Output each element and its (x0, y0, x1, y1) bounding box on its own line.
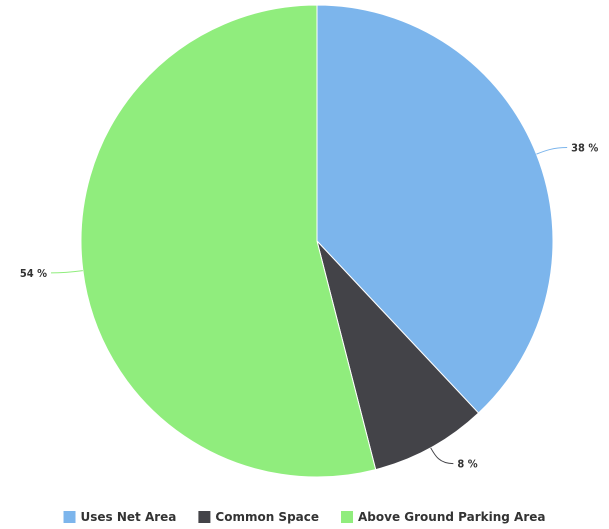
data-label-above-ground-parking-area: 54 % (20, 267, 47, 280)
legend-swatch-above-ground-parking-area (341, 511, 354, 523)
legend-swatch-uses-net-area (63, 511, 76, 523)
legend-label-common-space: Common Space (215, 510, 319, 524)
pie-slices (80, 4, 554, 478)
connector-uses-net-area (536, 146, 568, 155)
legend-label-uses-net-area: Uses Net Area (81, 510, 177, 524)
label-connectors (51, 146, 568, 465)
data-label-common-space: 8 % (457, 458, 477, 471)
pie-slice-above-ground-parking-area[interactable] (80, 4, 377, 478)
connector-common-space (430, 447, 454, 465)
legend-item-uses-net-area[interactable]: Uses Net Area (63, 510, 177, 524)
legend-swatch-common-space (198, 511, 211, 523)
legend-item-common-space[interactable]: Common Space (198, 510, 319, 524)
data-labels: 38 % 8 % 54 % (20, 141, 599, 470)
pie-slice-uses-net-area[interactable] (316, 4, 554, 414)
legend-item-above-ground-parking-area[interactable]: Above Ground Parking Area (341, 510, 545, 524)
connector-above-ground-parking-area (51, 270, 83, 274)
data-label-uses-net-area: 38 % (571, 141, 598, 154)
legend-label-above-ground-parking-area: Above Ground Parking Area (358, 510, 545, 524)
legend: Uses Net Area Common Space Above Ground Pa… (63, 510, 545, 524)
